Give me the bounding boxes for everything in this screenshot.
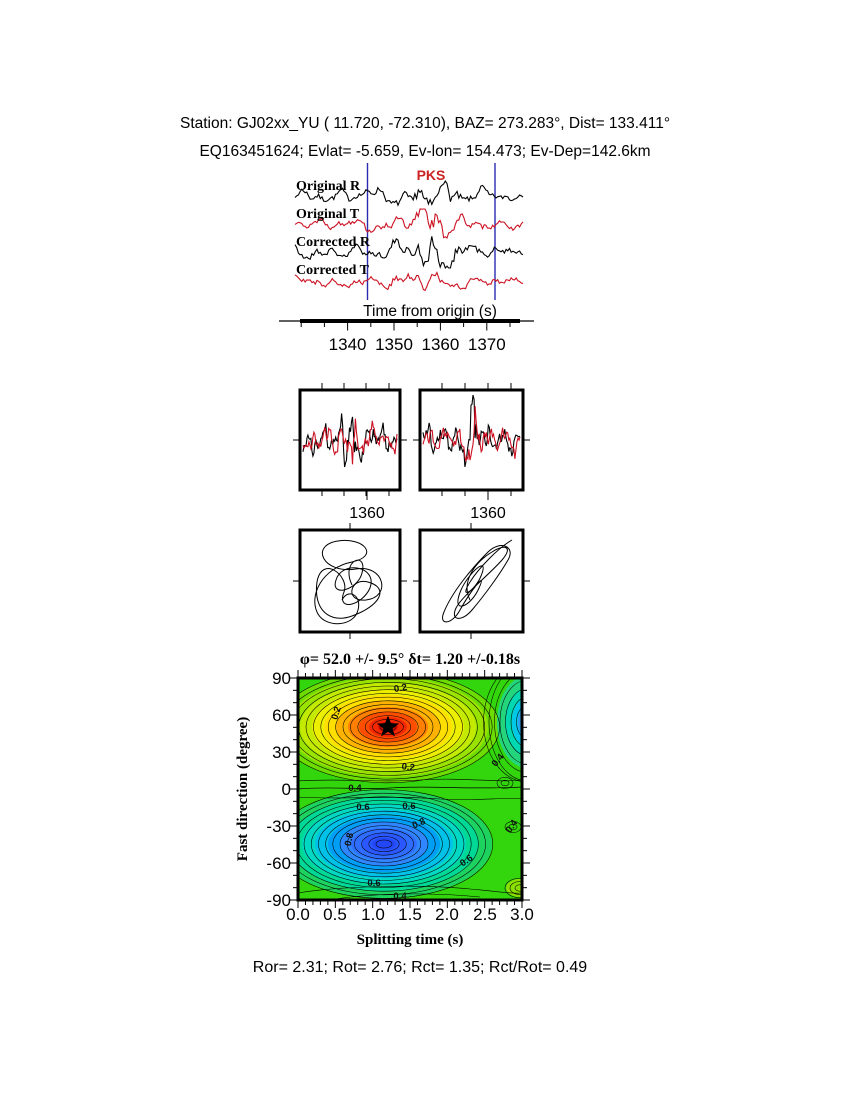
left-particle-motion-path [314, 539, 383, 625]
right-panel-black-trace [422, 394, 521, 468]
ytick-m90: -90 [266, 891, 291, 910]
contour-label-02: 0.2 [401, 761, 415, 773]
waveform-plot: Original R Original T Corrected R Correc… [279, 163, 534, 354]
time-tick-1350: 1350 [375, 335, 413, 354]
xtick-15: 1.5 [398, 905, 422, 924]
original-r-trace [294, 179, 524, 207]
contour-label-06: 0.6 [367, 878, 380, 889]
contour-label-06: 0.6 [356, 802, 369, 813]
windowed-waveform-panels: 1360 1360 [293, 383, 530, 522]
contour-label-02: 0.2 [329, 705, 344, 721]
event-header: EQ163451624; Evlat= -5.659, Ev-lon= 154.… [199, 143, 650, 160]
ytick-m30: -30 [266, 817, 291, 836]
ytick-30: 30 [272, 743, 291, 762]
panel-ticks [293, 383, 530, 500]
ytick-60: 60 [272, 706, 291, 725]
contour-title: φ= 52.0 +/- 9.5° δt= 1.20 +/-0.18s [300, 651, 520, 668]
xtick-05: 0.5 [323, 905, 347, 924]
right-particle-motion-path [442, 539, 513, 623]
corrected-t-label: Corrected T [296, 263, 370, 278]
best-solution-star [376, 715, 400, 737]
corrected-r-label: Corrected R [296, 235, 371, 250]
left-panel-tick-label: 1360 [349, 505, 385, 522]
xtick-10: 1.0 [361, 905, 385, 924]
original-r-label: Original R [296, 179, 361, 194]
xtick-00: 0.0 [286, 905, 310, 924]
time-tick-1360: 1360 [421, 335, 459, 354]
original-t-label: Original T [296, 207, 360, 222]
left-panel-black-trace [302, 413, 398, 468]
contour-ylabel: Fast direction (degree) [235, 717, 251, 861]
time-tick-1370: 1370 [468, 335, 506, 354]
contour-label-04: 0.4 [348, 783, 362, 794]
contour-label-02: 0.2 [393, 682, 408, 695]
corrected-t-trace [294, 271, 524, 292]
xtick-25: 2.5 [473, 905, 497, 924]
energy-minimum-blob [298, 790, 492, 898]
right-particle-frame [418, 528, 525, 634]
phase-label: PKS [417, 167, 446, 183]
contour-xlabel: Splitting time (s) [357, 932, 464, 948]
time-axis-title: Time from origin (s) [363, 303, 497, 320]
ytick-90: 90 [272, 669, 291, 688]
station-header: Station: GJ02xx_YU ( 11.720, -72.310), B… [180, 115, 670, 132]
contour-label-08: 0.8 [411, 816, 428, 832]
right-panel-tick-label: 1360 [470, 505, 506, 522]
time-tick-1340: 1340 [329, 335, 367, 354]
right-edge-low-blob [497, 678, 522, 768]
contour-frame [296, 676, 524, 902]
xtick-20: 2.0 [435, 905, 459, 924]
contour-label-06: 0.6 [402, 801, 415, 812]
original-t-trace [294, 208, 524, 239]
time-axis-ticks [300, 322, 511, 331]
ytick-m60: -60 [266, 854, 291, 873]
xtick-30: 3.0 [510, 905, 534, 924]
left-panel-red-trace [302, 418, 398, 465]
particle-panel-ticks [293, 523, 530, 639]
contour-ticks [290, 670, 530, 908]
ytick-0: 0 [282, 780, 291, 799]
contour-surface: 0.2 0.2 0.2 0.4 0.4 0.4 0.6 0.6 0.6 0.6 … [298, 678, 522, 902]
corrected-r-trace [294, 236, 524, 270]
quality-stats: Ror= 2.31; Rot= 2.76; Rct= 1.35; Rct/Rot… [253, 959, 588, 976]
contour-plot: φ= 52.0 +/- 9.5° δt= 1.20 +/-0.18s [235, 651, 534, 948]
contour-label-08: 0.8 [343, 832, 357, 847]
right-panel-red-trace [422, 406, 521, 462]
corner-tinge [506, 879, 522, 897]
contour-label-04: 0.4 [393, 891, 407, 902]
particle-motion-panels [293, 523, 530, 639]
